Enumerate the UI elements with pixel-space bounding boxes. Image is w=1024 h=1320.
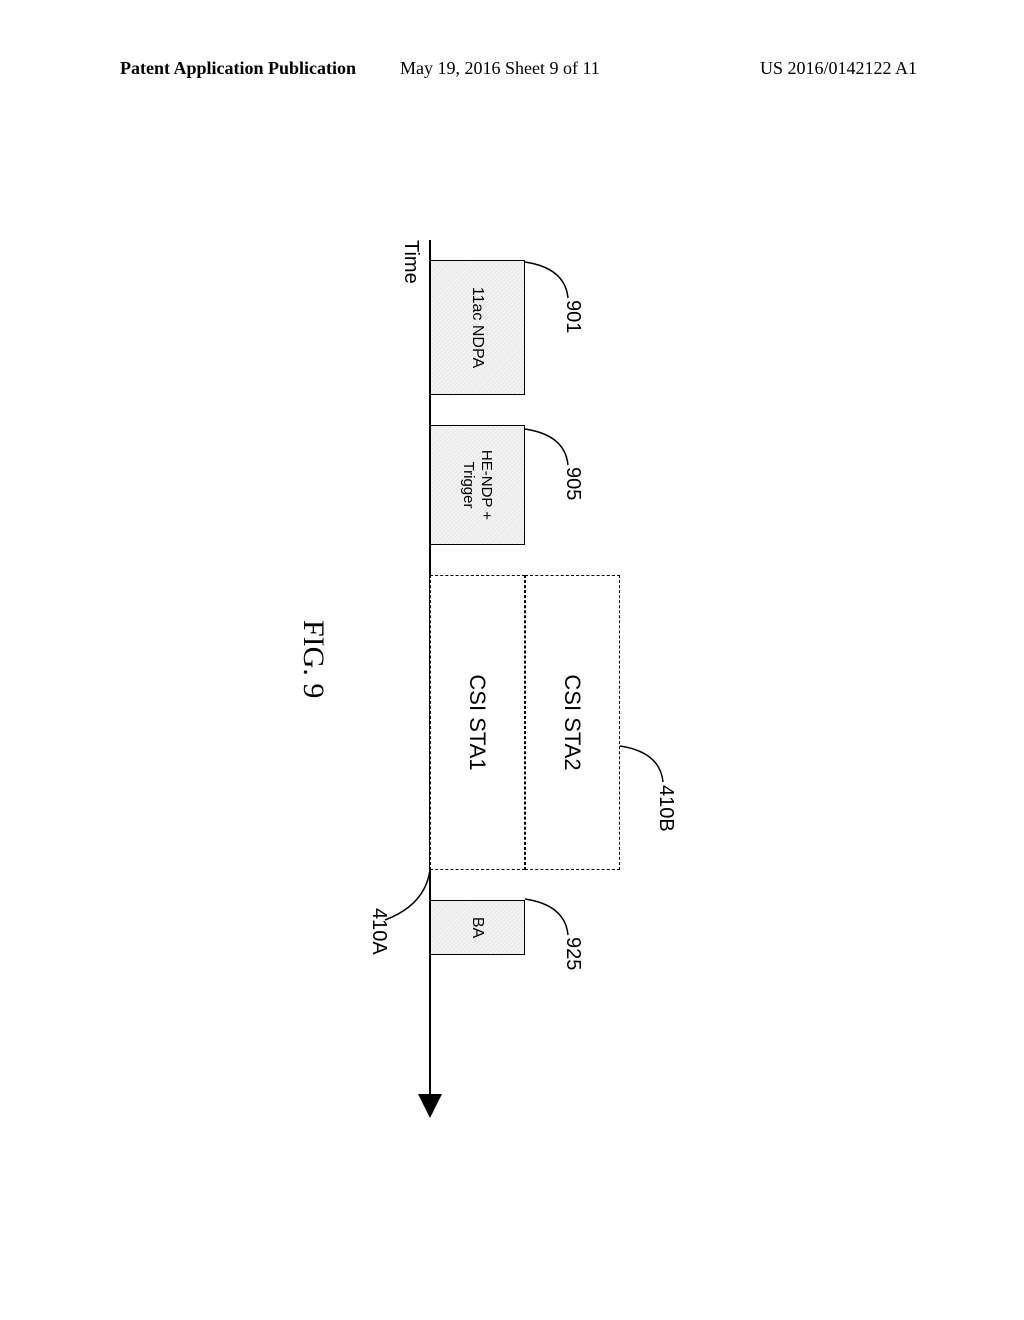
figure-9-canvas: Time 11ac NDPA 901 HE-NDP + Trigger 905 … — [150, 200, 890, 1150]
box-he-ndp-trigger: HE-NDP + Trigger — [430, 425, 525, 545]
box-csi-sta2: CSI STA2 — [525, 575, 620, 870]
box-csi-sta1: CSI STA1 — [430, 575, 525, 870]
callout-925: 925 — [561, 937, 584, 970]
callout-905: 905 — [561, 467, 584, 500]
callout-901: 901 — [561, 300, 584, 333]
time-axis-arrowhead — [418, 1094, 442, 1118]
box-11ac-ndpa-label: 11ac NDPA — [469, 287, 487, 368]
callout-410b: 410B — [654, 785, 677, 832]
callout-410a: 410A — [367, 908, 390, 955]
header-right: US 2016/0142122 A1 — [760, 58, 917, 79]
box-ba-label: BA — [469, 917, 487, 938]
box-he-ndp-trigger-label: HE-NDP + Trigger — [460, 426, 496, 544]
box-11ac-ndpa: 11ac NDPA — [430, 260, 525, 395]
box-csi-sta1-label: CSI STA1 — [465, 674, 491, 770]
box-csi-sta2-label: CSI STA2 — [560, 674, 586, 770]
header-center: May 19, 2016 Sheet 9 of 11 — [400, 58, 600, 79]
figure-9: Time 11ac NDPA 901 HE-NDP + Trigger 905 … — [150, 200, 890, 1150]
header-left: Patent Application Publication — [120, 58, 356, 79]
time-axis-label: Time — [399, 240, 422, 284]
figure-caption: FIG. 9 — [296, 620, 330, 698]
box-ba: BA — [430, 900, 525, 955]
page: Patent Application Publication May 19, 2… — [0, 0, 1024, 1320]
